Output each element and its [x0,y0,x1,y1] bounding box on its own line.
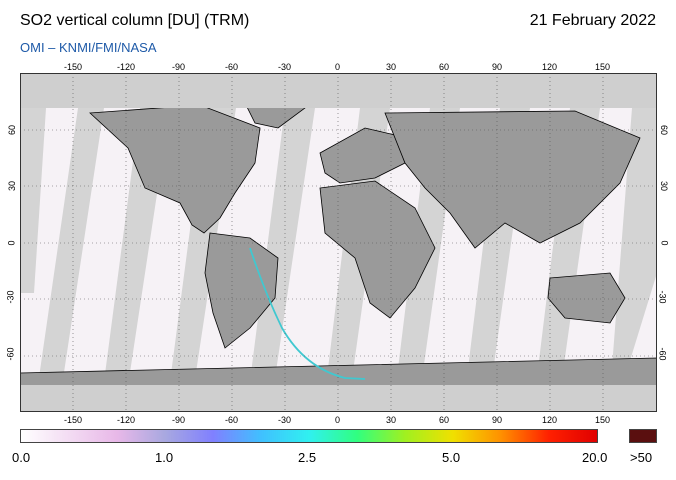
south-america [204,232,279,349]
lon-tick-top: 0 [335,62,341,72]
australia [547,272,626,324]
colorbar-label: 0.0 [12,450,31,465]
lon-tick-bottom: 90 [492,415,503,425]
lon-tick-bottom: 150 [595,415,611,425]
map-title: SO2 vertical column [DU] (TRM) [20,12,250,29]
lon-tick-top: -120 [117,62,136,72]
lon-tick-bottom: 30 [386,415,397,425]
lat-tick-right: 0 [659,240,670,246]
lon-tick-bottom: 120 [542,415,558,425]
lat-tick-left: 30 [7,180,18,192]
credit-line: OMI – KNMI/FMI/NASA [20,40,157,55]
lon-tick-top: 150 [595,62,611,72]
lat-tick-right: 30 [659,180,670,192]
lon-tick-bottom: 60 [439,415,450,425]
antarctic-fill [20,385,657,412]
colorbar-label: 20.0 [582,450,608,465]
lat-tick-left: 0 [6,240,17,246]
lon-tick-top: 60 [439,62,450,72]
lon-tick-bottom: -60 [225,415,239,425]
lon-tick-bottom: -120 [117,415,136,425]
lat-tick-right: -60 [657,347,668,361]
africa [319,180,436,319]
lat-tick-left: -30 [5,290,16,304]
colorbar-overflow-label: >50 [630,450,653,465]
lat-tick-left: -60 [5,347,16,361]
colorbar-overflow-swatch [629,429,657,443]
europe [319,127,406,184]
map-date: 21 February 2022 [529,12,656,29]
lat-tick-right: -30 [657,290,668,304]
lon-tick-bottom: 0 [335,415,341,425]
lon-tick-bottom: -30 [278,415,292,425]
lon-tick-top: 30 [386,62,397,72]
lon-tick-top: -150 [64,62,83,72]
colorbar-label: 1.0 [155,450,174,465]
lat-tick-right: 60 [659,124,670,136]
lon-tick-top: -60 [225,62,239,72]
so2-trace [249,247,366,380]
world-map [20,73,657,412]
north-america [89,104,261,234]
lon-tick-top: -90 [172,62,186,72]
lon-tick-top: 120 [542,62,558,72]
colorbar-label: 5.0 [442,450,461,465]
lat-tick-left: 60 [7,124,18,136]
map-frame [20,73,657,412]
colorbar-gradient [20,429,598,443]
graticule [20,73,657,412]
lon-tick-top: 90 [492,62,503,72]
lon-tick-top: -30 [278,62,292,72]
lon-tick-bottom: -90 [172,415,186,425]
colorbar-label: 2.5 [298,450,317,465]
arctic-fill [20,73,657,108]
asia [384,110,641,249]
lon-tick-bottom: -150 [64,415,83,425]
